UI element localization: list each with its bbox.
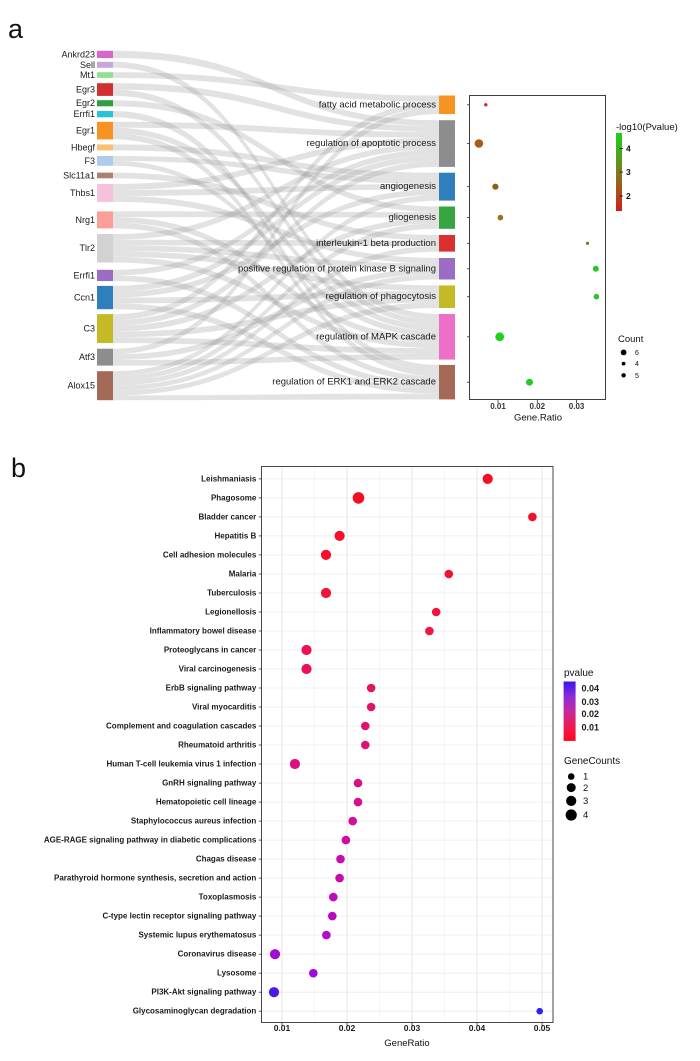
svg-text:-log10(Pvalue): -log10(Pvalue): [616, 122, 678, 133]
svg-text:Slc11a1: Slc11a1: [63, 170, 95, 180]
svg-text:Hematopoietic cell lineage: Hematopoietic cell lineage: [156, 798, 257, 807]
svg-text:Alox15: Alox15: [67, 381, 95, 391]
svg-text:0.03: 0.03: [404, 1023, 421, 1033]
svg-text:pvalue: pvalue: [564, 668, 594, 679]
svg-text:2: 2: [626, 191, 631, 201]
svg-text:Egr1: Egr1: [76, 126, 95, 136]
svg-text:b: b: [11, 453, 26, 483]
svg-text:ErbB signaling pathway: ErbB signaling pathway: [166, 684, 257, 693]
svg-text:4: 4: [635, 361, 639, 368]
svg-text:Coronavirus disease: Coronavirus disease: [178, 950, 257, 959]
svg-text:Proteoglycans in cancer: Proteoglycans in cancer: [164, 646, 256, 655]
svg-text:Gene.Ratio: Gene.Ratio: [514, 412, 562, 423]
svg-text:F3: F3: [84, 156, 95, 166]
svg-text:Hepatitis B: Hepatitis B: [215, 531, 257, 540]
svg-text:Viral myocarditis: Viral myocarditis: [192, 703, 257, 712]
svg-text:Leishmaniasis: Leishmaniasis: [201, 474, 257, 483]
svg-text:Errfi1: Errfi1: [73, 109, 95, 119]
svg-text:0.03: 0.03: [569, 402, 585, 411]
svg-text:0.03: 0.03: [582, 697, 600, 707]
svg-text:6: 6: [635, 350, 639, 357]
svg-text:4: 4: [626, 144, 631, 154]
svg-text:0.05: 0.05: [534, 1023, 551, 1033]
svg-text:Lysosome: Lysosome: [217, 969, 257, 978]
svg-text:0.01: 0.01: [490, 402, 506, 411]
svg-text:Staphylococcus aureus infectio: Staphylococcus aureus infection: [131, 817, 256, 826]
svg-text:C-type lectin receptor signali: C-type lectin receptor signaling pathway: [102, 912, 256, 921]
svg-text:Hbegf: Hbegf: [71, 142, 96, 152]
svg-text:Complement and coagulation cas: Complement and coagulation cascades: [106, 722, 257, 731]
svg-text:Chagas disease: Chagas disease: [196, 855, 257, 864]
svg-text:Mt1: Mt1: [80, 70, 95, 80]
svg-text:Viral carcinogenesis: Viral carcinogenesis: [179, 665, 257, 674]
svg-text:regulation of phagocytosis: regulation of phagocytosis: [326, 291, 437, 302]
svg-text:4: 4: [583, 810, 588, 821]
svg-text:GnRH signaling pathway: GnRH signaling pathway: [162, 779, 257, 788]
svg-text:Legionellosis: Legionellosis: [205, 608, 257, 617]
svg-text:regulation of apoptotic proces: regulation of apoptotic process: [307, 138, 437, 149]
svg-text:Tuberculosis: Tuberculosis: [207, 589, 257, 598]
svg-text:Nrg1: Nrg1: [75, 215, 95, 225]
svg-text:Atf3: Atf3: [79, 352, 95, 362]
svg-text:AGE-RAGE signaling pathway in: AGE-RAGE signaling pathway in diabetic c…: [44, 836, 257, 845]
svg-text:0.01: 0.01: [582, 723, 600, 733]
svg-text:Ankrd23: Ankrd23: [61, 49, 95, 59]
svg-text:Bladder cancer: Bladder cancer: [198, 512, 256, 521]
svg-text:0.02: 0.02: [582, 709, 600, 719]
svg-text:C3: C3: [83, 324, 95, 334]
svg-text:GeneRatio: GeneRatio: [384, 1038, 429, 1049]
svg-text:PI3K-Akt signaling pathway: PI3K-Akt signaling pathway: [151, 988, 256, 997]
svg-text:Phagosome: Phagosome: [211, 493, 257, 502]
svg-text:Systemic lupus erythematosus: Systemic lupus erythematosus: [138, 931, 256, 940]
svg-text:Sell: Sell: [80, 60, 95, 70]
svg-text:1: 1: [583, 772, 588, 783]
svg-text:Human T-cell leukemia virus 1: Human T-cell leukemia virus 1 infection: [106, 760, 256, 769]
svg-text:Egr2: Egr2: [76, 98, 95, 108]
svg-text:Malaria: Malaria: [229, 570, 257, 579]
svg-text:a: a: [8, 14, 24, 44]
svg-text:3: 3: [626, 167, 631, 177]
svg-text:Cell adhesion molecules: Cell adhesion molecules: [163, 550, 257, 559]
svg-text:Thbs1: Thbs1: [70, 188, 95, 198]
svg-text:Errfi1: Errfi1: [73, 271, 95, 281]
svg-text:3: 3: [583, 796, 588, 807]
svg-text:Tlr2: Tlr2: [80, 243, 96, 253]
svg-text:0.02: 0.02: [339, 1023, 356, 1033]
svg-text:Ccn1: Ccn1: [74, 293, 95, 303]
svg-text:Toxoplasmosis: Toxoplasmosis: [199, 893, 257, 902]
svg-text:regulation of ERK1 and ERK2 ca: regulation of ERK1 and ERK2 cascade: [272, 377, 436, 388]
svg-text:0.01: 0.01: [274, 1023, 291, 1033]
svg-text:fatty acid metabolic process: fatty acid metabolic process: [319, 99, 436, 110]
svg-text:Count: Count: [618, 334, 644, 345]
svg-text:5: 5: [635, 373, 639, 380]
svg-text:Parathyroid hormone synthesis,: Parathyroid hormone synthesis, secretion…: [54, 874, 256, 883]
svg-text:regulation of MAPK cascade: regulation of MAPK cascade: [316, 331, 436, 342]
svg-text:gliogenesis: gliogenesis: [388, 212, 436, 223]
svg-text:0.02: 0.02: [530, 402, 546, 411]
svg-text:Glycosaminoglycan degradation: Glycosaminoglycan degradation: [133, 1007, 257, 1016]
svg-text:interleukin-1 beta production: interleukin-1 beta production: [316, 238, 436, 249]
svg-text:positive regulation of protein: positive regulation of protein kinase B …: [238, 263, 436, 274]
svg-text:angiogenesis: angiogenesis: [380, 181, 436, 192]
svg-text:0.04: 0.04: [469, 1023, 486, 1033]
svg-text:0.04: 0.04: [582, 683, 600, 693]
svg-text:2: 2: [583, 783, 588, 794]
svg-text:Inflammatory bowel disease: Inflammatory bowel disease: [150, 627, 257, 636]
svg-text:Egr3: Egr3: [76, 85, 95, 95]
svg-text:GeneCounts: GeneCounts: [564, 756, 620, 767]
svg-text:Rheumatoid arthritis: Rheumatoid arthritis: [178, 741, 257, 750]
